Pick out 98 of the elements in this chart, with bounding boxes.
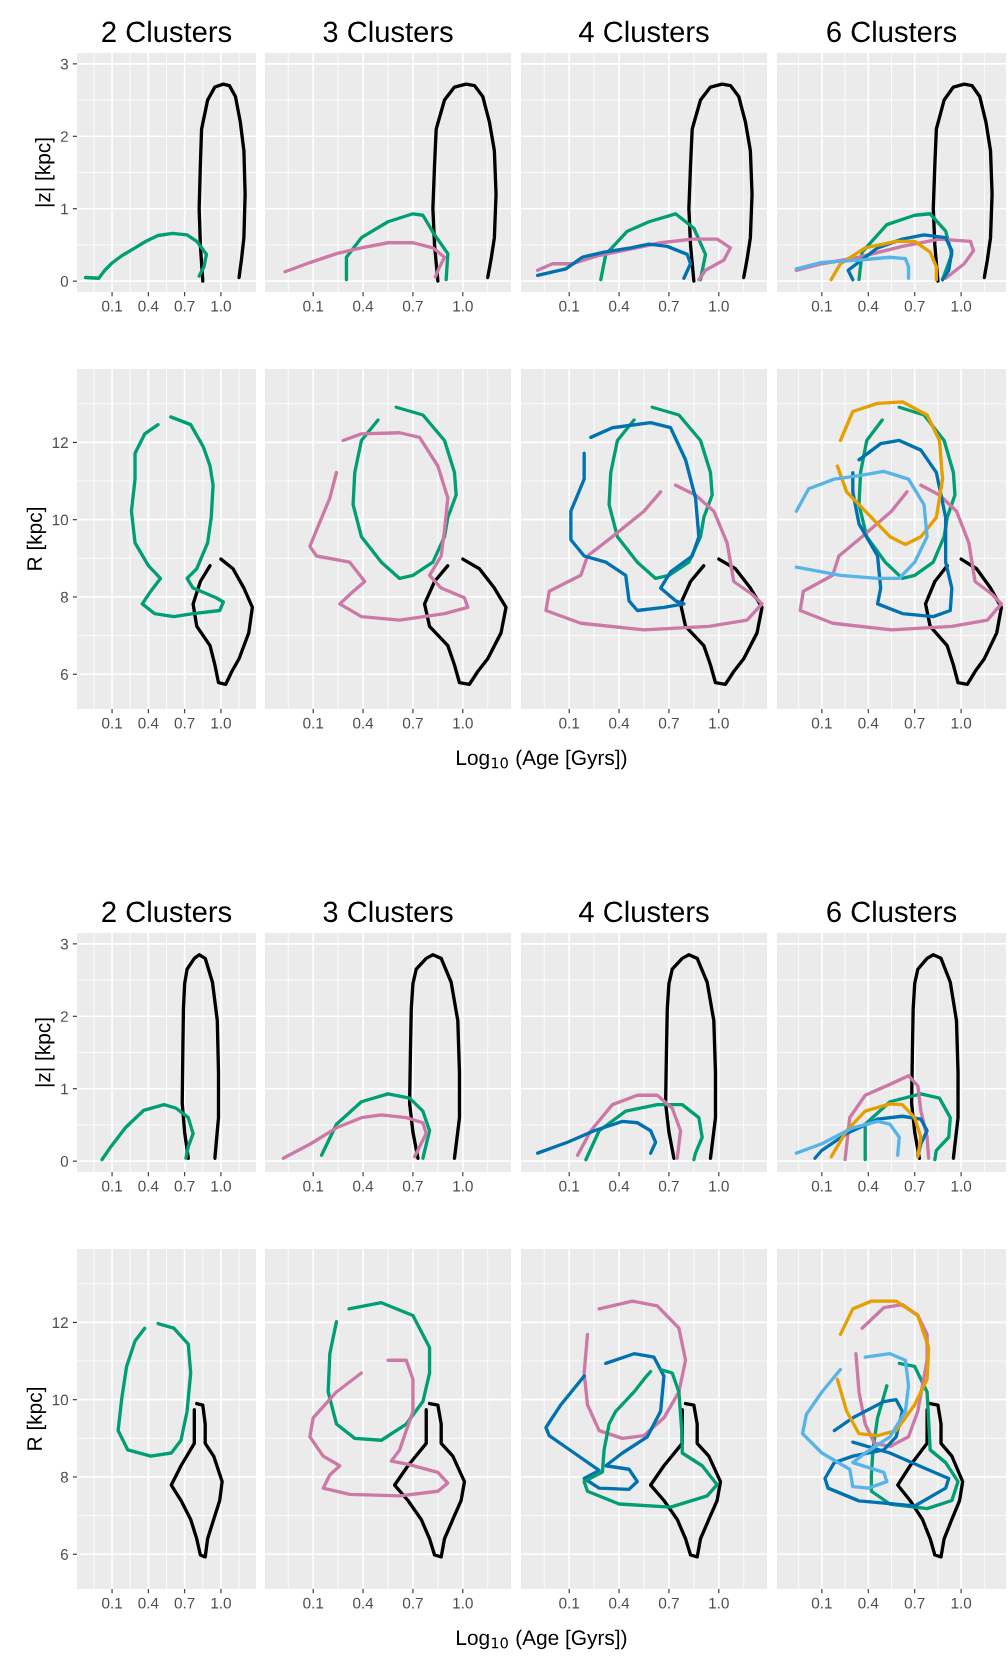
x-tick-label: 0.1 (811, 1180, 832, 1192)
x-tick-label: 1.0 (211, 717, 231, 729)
x-tick-label: 0.1 (102, 1597, 122, 1609)
x-tick-label: 1.0 (951, 717, 972, 729)
x-axis-title: Log$_{10}$ (Age [Gyrs]) (457, 1629, 627, 1650)
x-tick-label: 1.0 (709, 1180, 729, 1192)
chart-title: 6 Clusters (827, 20, 957, 43)
y-tick-label: 8 (60, 1471, 68, 1483)
x-tick-label: 0.4 (353, 1180, 374, 1192)
x-tick-label: 0.7 (904, 1180, 925, 1192)
x-tick-label: 0.7 (174, 717, 195, 729)
x-tick-label: 1.0 (709, 1597, 729, 1609)
line-series (197, 82, 247, 283)
y-tick-label: 3 (60, 58, 68, 70)
x-tick-label: 1.0 (951, 1180, 972, 1192)
y-tick-label: 0 (60, 1156, 69, 1167)
x-tick-label: 0.4 (609, 1597, 630, 1609)
x-tick-label: 0.7 (402, 300, 423, 312)
x-tick-label: 0.1 (811, 300, 832, 312)
x-tick-label: 0.7 (402, 1180, 423, 1192)
y-tick-label: 12 (52, 1317, 68, 1328)
x-tick-label: 0.7 (658, 717, 679, 729)
x-tick-label: 0.7 (904, 1597, 925, 1609)
x-tick-label: 0.1 (559, 1597, 580, 1609)
x-tick-label: 0.7 (174, 300, 195, 312)
x-tick-label: 0.1 (811, 1597, 832, 1609)
x-tick-label: 0.4 (353, 1597, 374, 1609)
y-axis-title: R [kpc] (26, 508, 47, 570)
chart-title: 2 Clusters (102, 900, 232, 923)
x-tick-label: 0.4 (609, 717, 630, 729)
x-tick-label: 1.0 (709, 717, 729, 729)
chart-title: 2 Clusters (102, 20, 232, 43)
x-tick-label: 1.0 (211, 1597, 231, 1609)
x-tick-label: 0.4 (609, 1180, 630, 1192)
chart-title: 4 Clusters (579, 900, 709, 923)
x-tick-label: 1.0 (951, 300, 972, 312)
line-series (100, 1102, 195, 1162)
x-tick-label: 0.1 (303, 1180, 324, 1192)
y-tick-label: 6 (60, 1549, 68, 1560)
x-tick-label: 1.0 (709, 300, 729, 312)
y-axis-title: R [kpc] (26, 1388, 47, 1450)
y-tick-label: 3 (60, 938, 68, 950)
y-tick-label: 10 (52, 514, 69, 526)
y-axis-title: |z| [kpc] (35, 138, 55, 207)
x-tick-label: 0.1 (559, 1180, 580, 1192)
x-tick-label: 0.4 (138, 1180, 159, 1192)
x-axis-title: Log$_{10}$ (Age [Gyrs]) (457, 749, 627, 770)
x-tick-label: 1.0 (951, 1597, 972, 1609)
x-tick-label: 0.1 (102, 300, 122, 312)
x-tick-label: 1.0 (453, 717, 473, 729)
chart-title: 3 Clusters (323, 20, 453, 43)
x-tick-label: 0.1 (559, 300, 580, 312)
x-tick-label: 0.1 (559, 717, 580, 729)
y-tick-label: 8 (60, 591, 68, 603)
x-tick-label: 1.0 (211, 300, 231, 312)
x-tick-label: 0.1 (303, 300, 324, 312)
x-tick-label: 1.0 (453, 1597, 473, 1609)
y-tick-label: 6 (60, 669, 68, 680)
x-tick-label: 0.4 (858, 300, 879, 312)
x-tick-label: 0.4 (858, 717, 879, 729)
y-tick-label: 2 (60, 131, 68, 142)
x-tick-label: 0.4 (138, 717, 159, 729)
x-tick-label: 0.1 (303, 717, 324, 729)
x-tick-label: 0.4 (858, 1597, 879, 1609)
x-tick-label: 0.7 (658, 1597, 679, 1609)
x-tick-label: 0.4 (858, 1180, 879, 1192)
x-tick-label: 0.4 (353, 717, 374, 729)
x-tick-label: 0.4 (138, 1597, 159, 1609)
y-tick-label: 2 (60, 1011, 68, 1022)
chart-title: 3 Clusters (323, 900, 453, 923)
y-tick-label: 12 (52, 437, 68, 448)
x-tick-label: 0.7 (174, 1180, 195, 1192)
line-series (180, 953, 221, 1160)
x-tick-label: 0.1 (102, 1180, 122, 1192)
x-tick-label: 0.1 (811, 717, 832, 729)
x-tick-label: 0.1 (303, 1597, 324, 1609)
x-tick-label: 0.7 (402, 717, 423, 729)
x-tick-label: 0.7 (904, 717, 925, 729)
x-tick-label: 0.4 (353, 300, 374, 312)
y-tick-label: 1 (61, 203, 68, 215)
x-tick-label: 0.7 (658, 1180, 679, 1192)
chart-title: 6 Clusters (827, 900, 957, 923)
x-tick-label: 1.0 (211, 1180, 231, 1192)
line-series (83, 231, 209, 280)
x-tick-label: 1.0 (453, 1180, 473, 1192)
x-tick-label: 0.4 (138, 300, 159, 312)
y-tick-label: 10 (52, 1394, 69, 1406)
x-tick-label: 0.7 (658, 300, 679, 312)
y-tick-label: 0 (60, 276, 69, 287)
y-axis-title: |z| [kpc] (35, 1018, 55, 1087)
x-tick-label: 0.7 (402, 1597, 423, 1609)
chart-title: 4 Clusters (579, 20, 709, 43)
x-tick-label: 1.0 (453, 300, 473, 312)
y-tick-label: 1 (61, 1083, 68, 1095)
x-tick-label: 0.7 (904, 300, 925, 312)
x-tick-label: 0.4 (609, 300, 630, 312)
x-tick-label: 0.7 (174, 1597, 195, 1609)
x-tick-label: 0.1 (102, 717, 122, 729)
